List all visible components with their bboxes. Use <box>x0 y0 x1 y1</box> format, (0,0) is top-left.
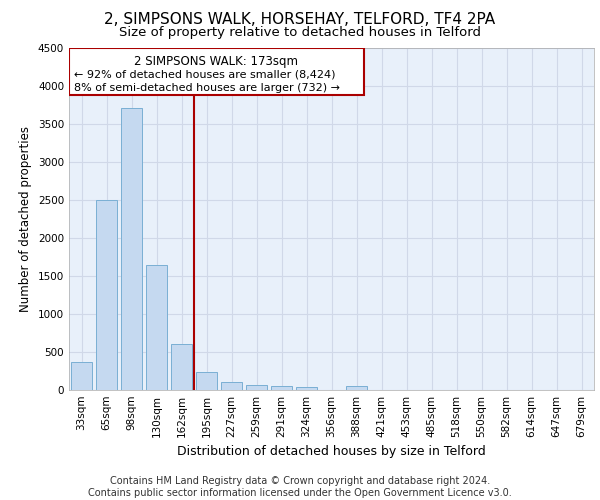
Y-axis label: Number of detached properties: Number of detached properties <box>19 126 32 312</box>
Text: ← 92% of detached houses are smaller (8,424): ← 92% of detached houses are smaller (8,… <box>74 69 335 79</box>
Bar <box>121 108 142 390</box>
Bar <box>96 200 117 390</box>
Bar <box>171 344 192 390</box>
Bar <box>296 387 317 390</box>
Text: Contains HM Land Registry data © Crown copyright and database right 2024.
Contai: Contains HM Land Registry data © Crown c… <box>88 476 512 498</box>
Bar <box>346 386 367 390</box>
Text: 8% of semi-detached houses are larger (732) →: 8% of semi-detached houses are larger (7… <box>74 84 340 94</box>
Bar <box>271 386 292 390</box>
Bar <box>146 265 167 390</box>
Text: 2, SIMPSONS WALK, HORSEHAY, TELFORD, TF4 2PA: 2, SIMPSONS WALK, HORSEHAY, TELFORD, TF4… <box>104 12 496 28</box>
X-axis label: Distribution of detached houses by size in Telford: Distribution of detached houses by size … <box>177 446 486 458</box>
Bar <box>221 382 242 390</box>
Text: Size of property relative to detached houses in Telford: Size of property relative to detached ho… <box>119 26 481 39</box>
Bar <box>246 385 267 390</box>
Text: 2 SIMPSONS WALK: 173sqm: 2 SIMPSONS WALK: 173sqm <box>134 55 299 68</box>
Bar <box>196 372 217 390</box>
Bar <box>71 362 92 390</box>
Bar <box>69 48 364 96</box>
